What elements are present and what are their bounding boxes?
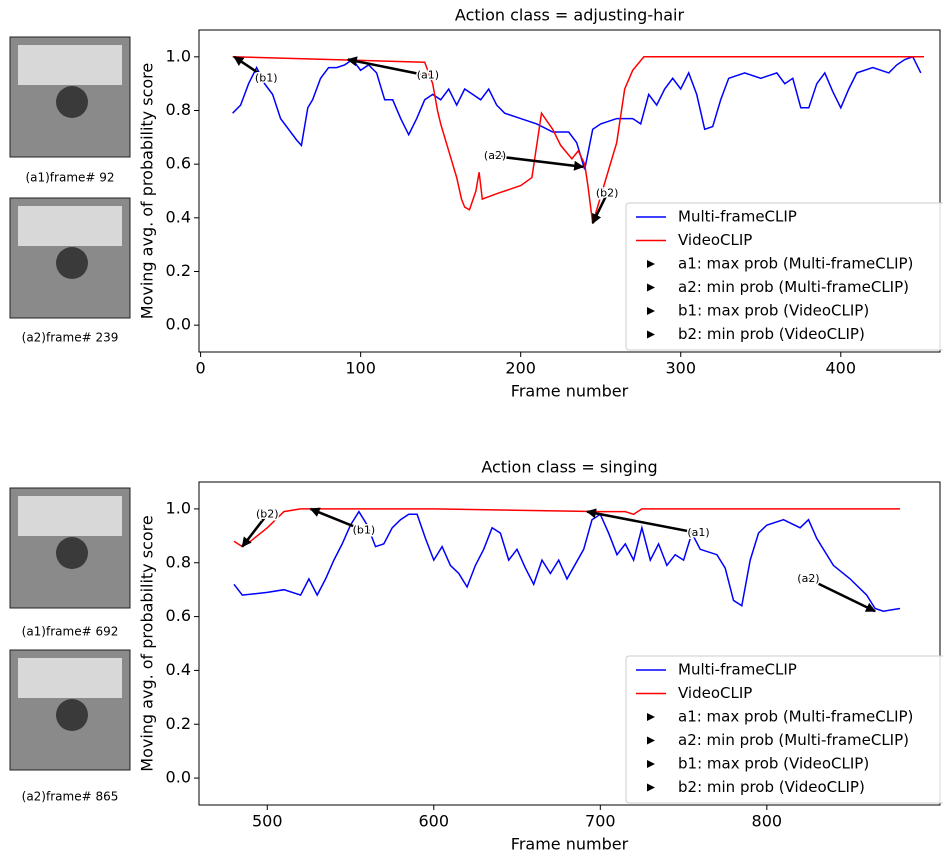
annotation-arrow	[586, 508, 699, 535]
frame-person	[56, 247, 88, 279]
frame-caption: (a1)frame# 92	[25, 171, 114, 185]
annotation-label: (a2)	[797, 572, 819, 585]
legend-note: b1: max prob (VideoCLIP)	[678, 302, 869, 320]
x-axis-label: Frame number	[511, 382, 629, 401]
annotation-arrow	[346, 56, 429, 77]
legend-note: b2: min prob (VideoCLIP)	[678, 778, 865, 796]
series-line	[232, 56, 924, 224]
legend-marker	[647, 760, 655, 768]
legend-marker	[647, 713, 655, 721]
annotation-arrow	[233, 55, 267, 80]
annotation-arrow	[591, 193, 609, 225]
x-tick-label: 200	[505, 359, 536, 378]
x-tick-label: 0	[196, 359, 206, 378]
frame-person	[56, 537, 88, 569]
legend-note: a1: max prob (Multi-frameCLIP)	[678, 708, 913, 726]
y-tick-label: 0.4	[166, 207, 191, 226]
y-tick-label: 0.2	[166, 714, 191, 733]
series-line	[232, 55, 922, 170]
x-tick-label: 800	[752, 812, 783, 831]
annotation-label: (b2)	[256, 507, 279, 520]
series-line	[233, 510, 901, 612]
legend-box	[625, 655, 943, 804]
y-tick-label: 1.0	[166, 46, 191, 65]
y-tick-label: 1.0	[166, 498, 191, 517]
annotation-label: (a1)	[417, 69, 439, 82]
frame-person	[56, 699, 88, 731]
legend-note: b1: max prob (VideoCLIP)	[678, 755, 869, 773]
annotation-label: (a2)	[484, 149, 506, 162]
y-tick-label: 0.4	[166, 660, 191, 679]
frame-caption: (a1)frame# 692	[22, 625, 119, 639]
frame-window	[18, 496, 122, 536]
y-tick-label: 0.8	[166, 100, 191, 119]
x-tick-label: 400	[825, 359, 856, 378]
x-tick-label: 500	[252, 812, 283, 831]
legend-label: VideoCLIP	[678, 684, 752, 702]
legend-box	[625, 202, 943, 351]
frame-window	[18, 206, 122, 246]
legend-marker	[647, 307, 655, 315]
y-tick-label: 0.0	[166, 315, 191, 334]
annotation-arrow	[494, 154, 585, 171]
y-axis-label: Moving avg. of probability score	[138, 515, 157, 771]
legend-label: VideoCLIP	[678, 231, 752, 249]
legend-label: Multi-frameCLIP	[678, 661, 797, 679]
y-tick-label: 0.8	[166, 552, 191, 571]
chart-title: Action class = adjusting-hair	[455, 6, 685, 25]
chart-title: Action class = singing	[481, 458, 657, 477]
annotation-arrow	[309, 507, 365, 532]
plot-frame	[198, 481, 941, 806]
legend-note: a1: max prob (Multi-frameCLIP)	[678, 255, 913, 273]
y-tick-label: 0.2	[166, 261, 191, 280]
frame-caption: (a2)frame# 239	[22, 331, 119, 345]
legend-marker	[647, 260, 655, 268]
y-axis-label: Moving avg. of probability score	[138, 63, 157, 319]
x-tick-label: 100	[345, 359, 376, 378]
annotation-arrow	[807, 577, 876, 613]
legend-label: Multi-frameCLIP	[678, 208, 797, 226]
legend-marker	[647, 736, 655, 745]
y-tick-label: 0.0	[166, 768, 191, 787]
frame-window	[18, 658, 122, 698]
legend-note: a2: min prob (Multi-frameCLIP)	[678, 731, 909, 749]
legend-note: b2: min prob (VideoCLIP)	[678, 325, 865, 343]
x-tick-label: 300	[665, 359, 696, 378]
frame-window	[18, 45, 122, 85]
annotation-label: (b1)	[255, 71, 278, 84]
legend-note: a2: min prob (Multi-frameCLIP)	[678, 278, 909, 296]
plot-frame	[198, 29, 941, 353]
x-tick-label: 600	[419, 812, 450, 831]
legend-marker	[647, 330, 655, 339]
x-tick-label: 700	[585, 812, 616, 831]
x-axis-label: Frame number	[511, 835, 629, 854]
frame-person	[56, 86, 88, 118]
y-tick-label: 0.6	[166, 154, 191, 173]
legend-marker	[647, 783, 655, 792]
legend-marker	[647, 283, 655, 292]
y-tick-label: 0.6	[166, 606, 191, 625]
frame-caption: (a2)frame# 865	[22, 790, 119, 804]
annotation-label: (a1)	[687, 526, 709, 539]
annotation-label: (b1)	[353, 523, 376, 536]
annotation-label: (b2)	[596, 187, 619, 200]
annotation-arrow	[241, 513, 269, 548]
